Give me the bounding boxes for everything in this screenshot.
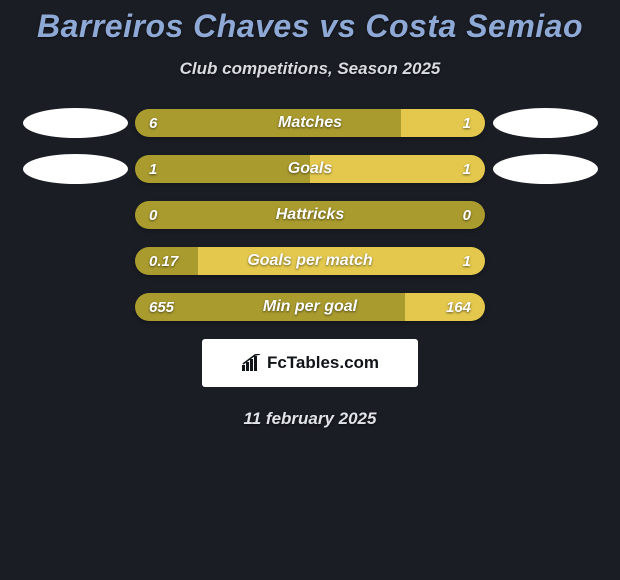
chart-icon — [241, 354, 263, 372]
bar-segment-left — [135, 201, 485, 229]
stat-bar: 6Matches1 — [135, 109, 485, 137]
bar-segment-left — [135, 293, 405, 321]
team-logo-right — [493, 154, 598, 184]
stats-list: 6Matches1 1Goals1 0Hattricks0 0.17Goals per… — [0, 109, 620, 321]
page-title: Barreiros Chaves vs Costa Semiao — [0, 8, 620, 45]
stat-bar: 1Goals1 — [135, 155, 485, 183]
left-logo-slot — [15, 108, 135, 138]
stat-row: 0Hattricks0 — [0, 201, 620, 229]
team-logo-right — [493, 108, 598, 138]
stat-row: 0.17Goals per match1 — [0, 247, 620, 275]
subtitle: Club competitions, Season 2025 — [0, 59, 620, 79]
bar-segment-right — [405, 293, 486, 321]
bar-segment-right — [198, 247, 485, 275]
bar-segment-left — [135, 247, 198, 275]
stat-bar: 0Hattricks0 — [135, 201, 485, 229]
left-logo-slot — [15, 154, 135, 184]
stat-row: 655Min per goal164 — [0, 293, 620, 321]
bar-segment-left — [135, 155, 310, 183]
date-label: 11 february 2025 — [0, 409, 620, 429]
stat-bar: 655Min per goal164 — [135, 293, 485, 321]
right-logo-slot — [485, 154, 605, 184]
stat-row: 6Matches1 — [0, 109, 620, 137]
stat-row: 1Goals1 — [0, 155, 620, 183]
brand-badge: FcTables.com — [202, 339, 418, 387]
comparison-card: Barreiros Chaves vs Costa Semiao Club co… — [0, 0, 620, 429]
team-logo-left — [23, 154, 128, 184]
right-logo-slot — [485, 108, 605, 138]
bar-segment-right — [310, 155, 485, 183]
bar-segment-left — [135, 109, 401, 137]
stat-bar: 0.17Goals per match1 — [135, 247, 485, 275]
brand-text: FcTables.com — [267, 353, 379, 373]
team-logo-left — [23, 108, 128, 138]
bar-segment-right — [401, 109, 485, 137]
